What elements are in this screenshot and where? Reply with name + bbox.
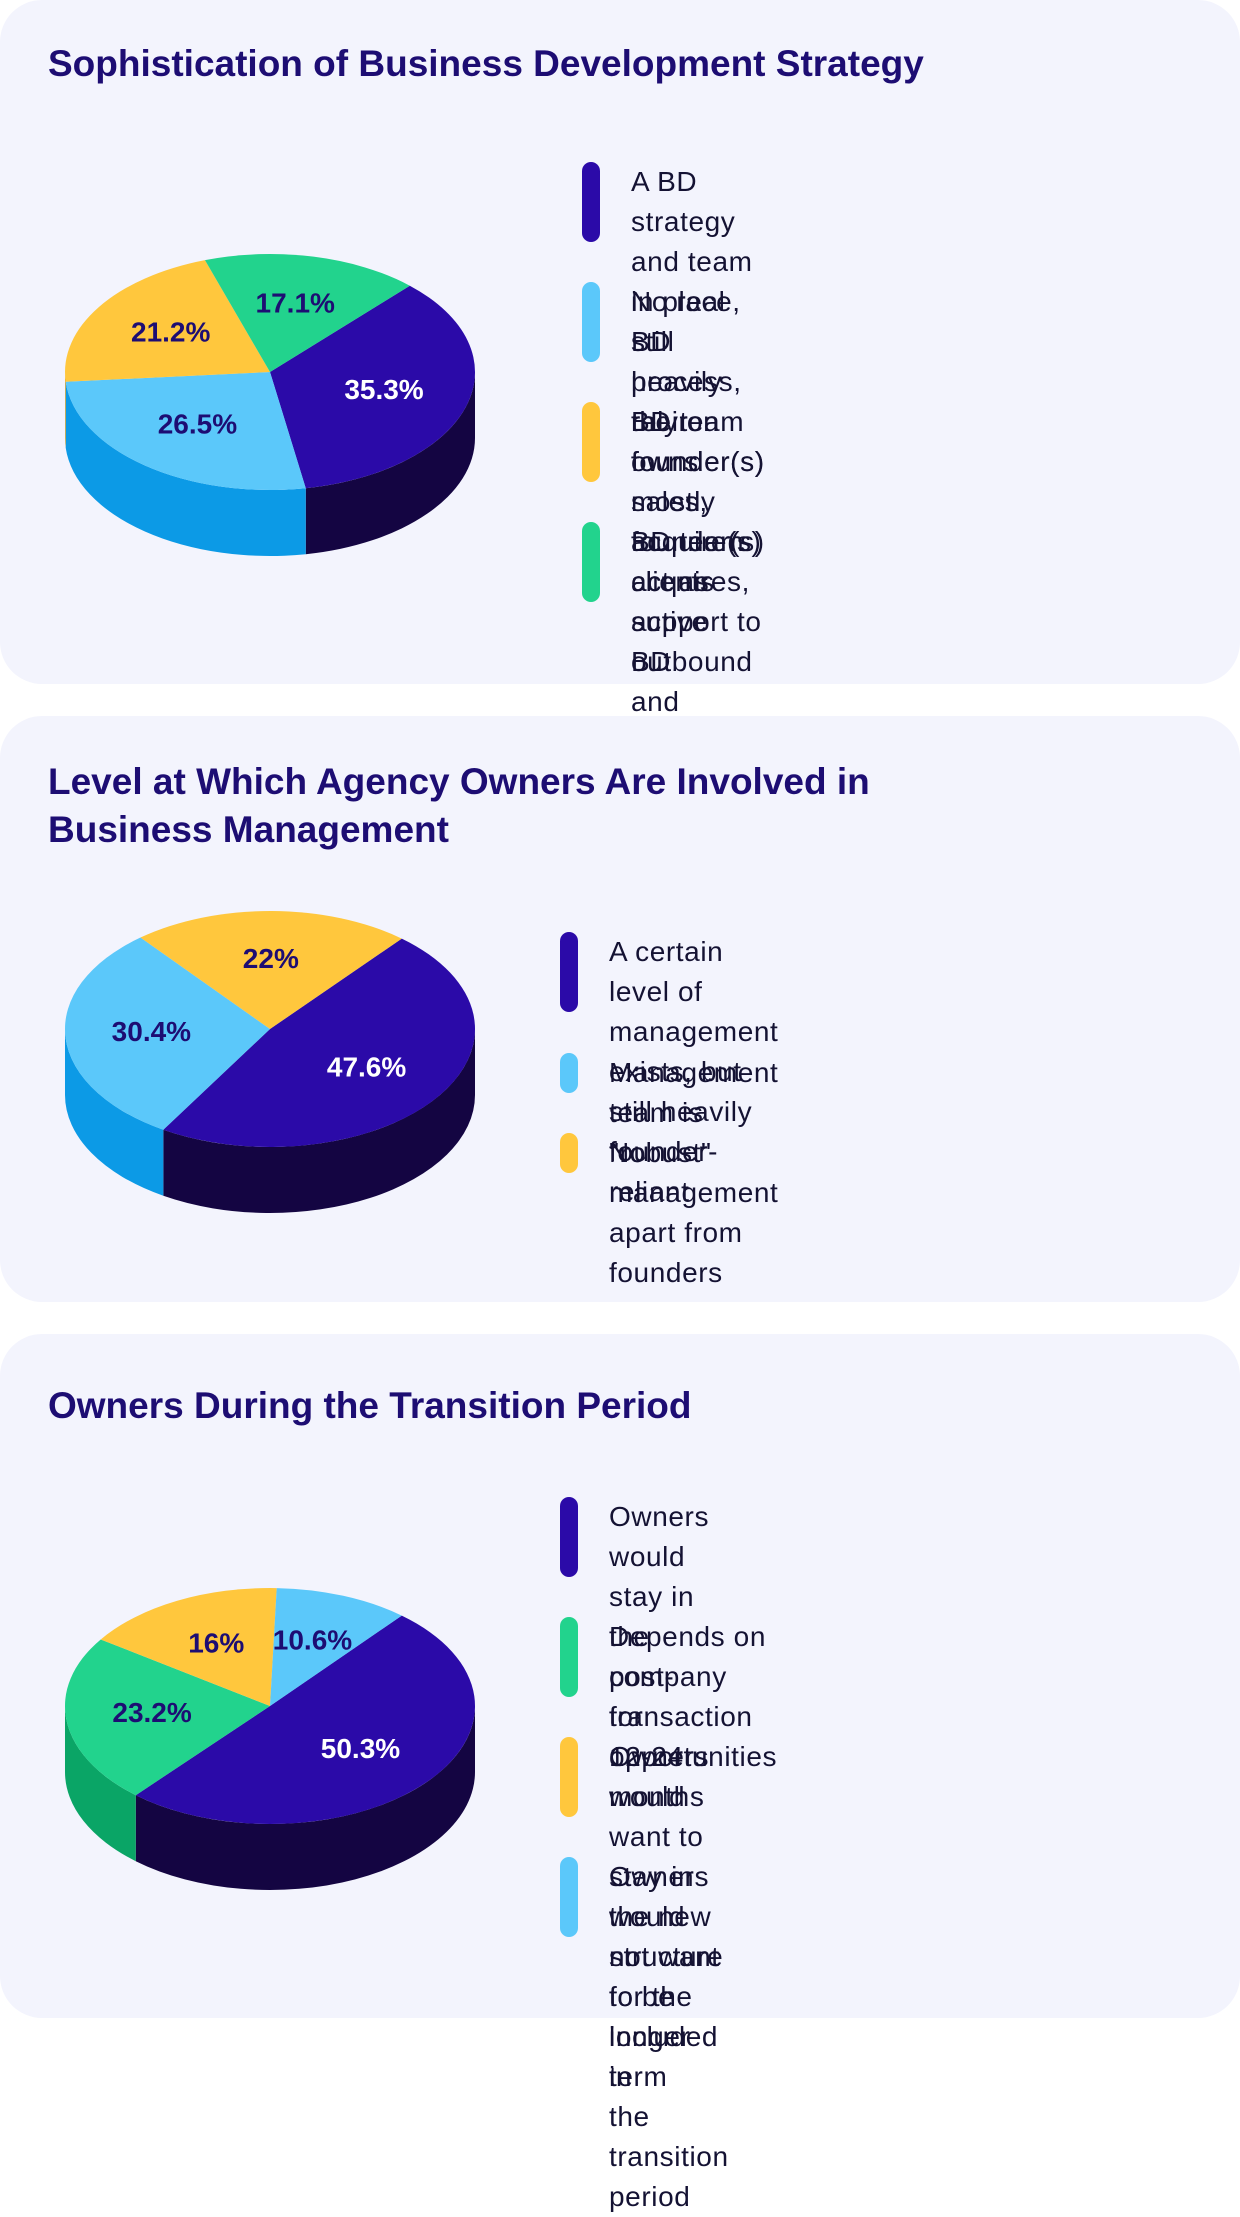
legend-label: No real BD process, their founder(s) mos… [631,286,765,597]
chart-title: Sophistication of Business Development S… [48,43,924,84]
legend-item: Management team is "robust" [560,1053,778,1173]
legend-label: No management apart from founders [609,1137,779,1288]
pie-slice-label: 17.1% [256,288,335,319]
pie-slice-label: 10.6% [273,1624,352,1655]
chart-card-bd-strategy: Sophistication of Business Development S… [0,0,1240,837]
pie-slice-side [65,1029,164,1196]
legend-item: No real BD process, their founder(s) mos… [582,282,765,602]
legend-item: A certain level of management exists, bu… [560,932,778,1212]
pie-slice [270,285,475,489]
pie-top [64,1588,475,1824]
legend-swatch [560,932,578,1012]
pie-slice [140,911,402,1029]
pie-slice-side [65,381,306,556]
pie-sides [65,1706,475,1890]
pie-chart: 50.3% 23.2% 16% 10.6% [64,1588,475,1890]
pie-slice [204,254,410,372]
pie-slice-label: 30.4% [112,1016,191,1047]
pie-slice [163,938,475,1147]
pie-top [65,254,475,490]
pie-sides [65,372,475,556]
pie-sides [65,1029,475,1213]
chart-card-owner-involvement: Level at Which Agency Owners Are Involve… [0,716,1240,1302]
legend-label: Management team is "robust" [609,1057,779,1168]
pie-slice-side [65,372,66,448]
legend-swatch [560,1133,578,1173]
legend-label: A BD strategy and team in place, still h… [631,166,765,477]
legend-swatch [560,1737,578,1817]
pie-slice-label: 35.3% [344,374,423,405]
pie-slice-label: 47.6% [327,1051,406,1082]
pie-slice [64,1639,270,1796]
legend-item: Depends on post-transaction opportunitie… [560,1617,777,1777]
chart-card-transition-period: Owners During the Transition Period 50.3… [0,1334,1240,2212]
legend-label: Owners would not want to be included in … [609,1861,729,2212]
pie-slice [270,1588,402,1706]
pie-slice-label: 23.2% [112,1697,191,1728]
legend-swatch [560,1497,578,1577]
pie-slice-label: 16% [188,1627,244,1658]
legend-swatch [560,1617,578,1697]
legend-label: Owners would stay in the company for 12-… [609,1501,727,1812]
legend-swatch [582,402,600,482]
pie-slice [135,1615,475,1824]
legend-item: Owners would stay in the company for 12-… [560,1497,727,1817]
pie-slice-label: 21.2% [131,317,210,348]
pie-chart: 47.6% 30.4% 22% [64,911,475,1213]
pie-top [64,911,475,1147]
legend-item: No management apart from founders [560,1133,778,1293]
pie-slice [65,372,306,490]
legend-swatch [582,162,600,242]
legend-label: Depends on post-transaction opportunitie… [609,1621,778,1772]
legend-swatch [560,1053,578,1093]
pie-slice [64,937,270,1130]
chart-title: Level at Which Agency Owners Are Involve… [48,761,870,850]
pie-slice-side [163,1029,475,1213]
pie-slice-label: 50.3% [321,1733,400,1764]
pie-chart: 35.3% 26.5% 21.2% 17.1% [65,254,475,556]
pie-slice-label: 26.5% [158,409,237,440]
legend-swatch [582,282,600,362]
legend-label: BD team owns sales, founder(s) act as su… [631,406,765,677]
legend-item: BD team owns sales, founder(s) act as su… [582,402,765,682]
pie-slice-label: 22% [243,943,299,974]
legend-swatch [560,1857,578,1937]
pie-slice [65,260,271,382]
legend-item: A BD strategy and team in place, still h… [582,162,765,482]
chart-title: Owners During the Transition Period [48,1385,692,1426]
pie-slice-side [65,1706,136,1862]
pie-slice [100,1588,277,1706]
legend-item: Owners would not want to be included in … [560,1857,729,2217]
legend-label: A certain level of management exists, bu… [609,936,779,1207]
pie-slice-side [305,372,475,555]
pie-slice-side [135,1706,475,1890]
legend-swatch [582,522,600,602]
